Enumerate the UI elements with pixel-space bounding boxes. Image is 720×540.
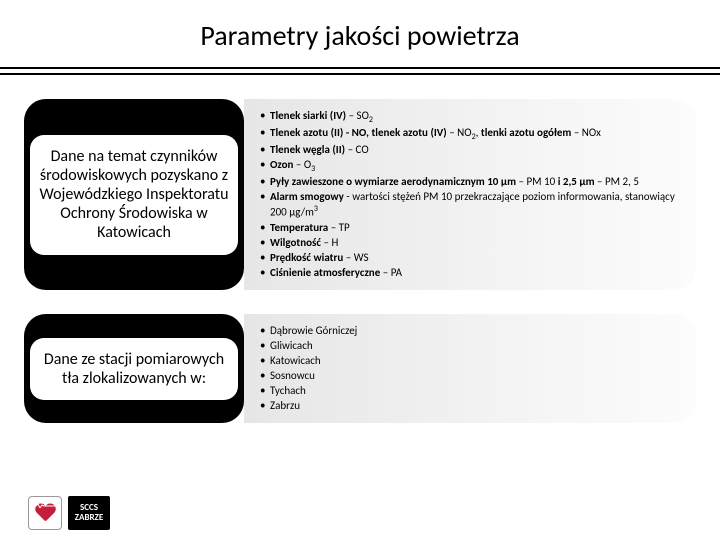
list-item: •Katowicach	[260, 354, 680, 369]
list-item: •Tlenek siarki (IV) – SO2	[260, 109, 680, 126]
list-item: •Tlenek węgla (II) – CO	[260, 143, 680, 158]
right-panel: •Dąbrowie Górniczej•Gliwicach•Katowicach…	[244, 314, 696, 423]
footer-logos: SCCS ZABRZE	[28, 496, 110, 530]
list-item-text: Tlenek węgla (II) – CO	[270, 143, 369, 158]
list-item-text: Alarm smogowy - wartości stężeń PM 10 pr…	[270, 190, 680, 221]
list-item-text: Wilgotność – H	[270, 236, 338, 251]
info-row: Dane ze stacji pomiarowych tła zlokalizo…	[24, 314, 696, 423]
list-item: •Sosnowcu	[260, 369, 680, 384]
list-item-text: Ciśnienie atmosferyczne – PA	[270, 266, 402, 281]
list-item: •Temperatura – TP	[260, 221, 680, 236]
list-item: •Dąbrowie Górniczej	[260, 324, 680, 339]
list-item-text: Zabrzu	[270, 399, 300, 414]
list-item: •Pyły zawieszone o wymiarze aerodynamicz…	[260, 175, 680, 190]
list-item-text: Tlenek azotu (II) - NO, tlenek azotu (IV…	[270, 126, 601, 143]
bullet-icon: •	[260, 175, 270, 190]
content-area: Dane na temat czynników środowiskowych p…	[0, 75, 720, 423]
list-item-text: Tychach	[270, 384, 306, 399]
bullet-icon: •	[260, 324, 270, 339]
list-item: •Ozon – O3	[260, 158, 680, 175]
bullet-icon: •	[260, 339, 270, 354]
bullet-icon: •	[260, 158, 270, 175]
list-item-text: Katowicach	[270, 354, 321, 369]
bullet-icon: •	[260, 221, 270, 236]
list-item: •Alarm smogowy - wartości stężeń PM 10 p…	[260, 190, 680, 221]
info-row: Dane na temat czynników środowiskowych p…	[24, 99, 696, 290]
list-item-text: Temperatura – TP	[270, 221, 350, 236]
list-item-text: Tlenek siarki (IV) – SO2	[270, 109, 373, 126]
list-item: •Tychach	[260, 384, 680, 399]
bullet-icon: •	[260, 251, 270, 266]
bullet-icon: •	[260, 143, 270, 158]
ecg-line-icon	[30, 504, 56, 508]
page-title: Parametry jakości powietrza	[0, 0, 720, 67]
right-panel: •Tlenek siarki (IV) – SO2•Tlenek azotu (…	[244, 99, 696, 290]
bullet-icon: •	[260, 236, 270, 251]
list-item: •Tlenek azotu (II) - NO, tlenek azotu (I…	[260, 126, 680, 143]
bullet-icon: •	[260, 369, 270, 384]
left-label: Dane ze stacji pomiarowych tła zlokalizo…	[30, 338, 238, 400]
bullet-icon: •	[260, 126, 270, 143]
left-panel: Dane na temat czynników środowiskowych p…	[24, 99, 244, 290]
bullet-icon: •	[260, 109, 270, 126]
bullet-icon: •	[260, 399, 270, 414]
list-item-text: Pyły zawieszone o wymiarze aerodynamiczn…	[270, 175, 639, 190]
list-item-text: Prędkość wiatru – WS	[270, 251, 369, 266]
sccs-subtext: ZABRZE	[75, 513, 104, 523]
list-item: •Prędkość wiatru – WS	[260, 251, 680, 266]
bullet-icon: •	[260, 354, 270, 369]
list-item-text: Sosnowcu	[270, 369, 315, 384]
heart-logo	[28, 496, 62, 530]
left-panel: Dane ze stacji pomiarowych tła zlokalizo…	[24, 314, 244, 423]
sccs-logo: SCCS ZABRZE	[68, 496, 110, 530]
divider	[0, 67, 720, 75]
list-item: •Gliwicach	[260, 339, 680, 354]
bullet-icon: •	[260, 190, 270, 221]
left-label: Dane na temat czynników środowiskowych p…	[30, 135, 238, 255]
list-item-text: Ozon – O3	[270, 158, 315, 175]
list-item-text: Dąbrowie Górniczej	[270, 324, 357, 339]
bullet-icon: •	[260, 384, 270, 399]
list-item-text: Gliwicach	[270, 339, 313, 354]
list-item: •Wilgotność – H	[260, 236, 680, 251]
list-item: •Zabrzu	[260, 399, 680, 414]
list-item: •Ciśnienie atmosferyczne – PA	[260, 266, 680, 281]
bullet-icon: •	[260, 266, 270, 281]
